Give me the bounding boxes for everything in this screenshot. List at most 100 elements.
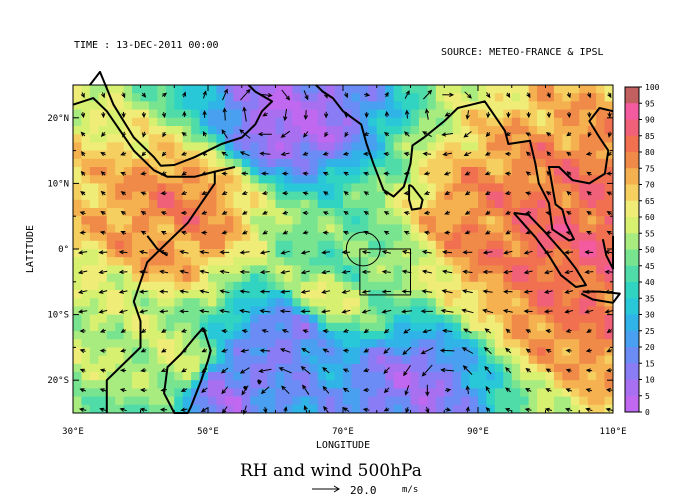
reference-arrow-shaft <box>312 485 340 493</box>
rh-cell <box>562 134 572 143</box>
rh-cell <box>317 191 327 201</box>
rh-cell <box>241 101 251 110</box>
rh-cell <box>165 298 175 307</box>
rh-cell <box>393 355 403 365</box>
rh-cell <box>368 396 378 406</box>
rh-cell <box>520 167 530 176</box>
rh-cell <box>587 232 597 242</box>
rh-cell <box>511 224 521 233</box>
rh-cell <box>140 249 150 258</box>
rh-cell <box>81 404 91 414</box>
rh-cell <box>520 347 530 356</box>
rh-cell <box>520 208 530 217</box>
rh-cell <box>199 363 209 373</box>
rh-cell <box>410 290 420 299</box>
rh-cell <box>275 126 285 135</box>
rh-cell <box>478 158 487 168</box>
rh-cell <box>275 273 285 283</box>
rh-cell <box>452 126 462 135</box>
rh-cell <box>418 175 428 184</box>
wind-arrow <box>342 368 350 373</box>
rh-cell <box>385 265 395 274</box>
rh-cell <box>334 134 344 143</box>
rh-cell <box>98 191 108 201</box>
rh-cell <box>300 134 310 143</box>
wind-arrow <box>221 171 228 176</box>
wind-arrow <box>199 289 210 294</box>
colorbar-swatch <box>625 184 639 202</box>
rh-cell <box>537 199 546 209</box>
rh-cell <box>410 134 420 143</box>
rh-cell <box>343 314 352 324</box>
rh-cell <box>385 355 395 365</box>
rh-cell <box>444 380 454 389</box>
rh-cell <box>343 257 352 266</box>
rh-cell <box>216 331 226 340</box>
rh-cell <box>376 150 386 160</box>
rh-cell <box>486 265 496 274</box>
rh-cell <box>317 232 327 242</box>
rh-cell <box>174 216 184 225</box>
rh-cell <box>157 372 167 381</box>
rh-cell <box>292 85 302 94</box>
rh-cell <box>275 322 285 332</box>
rh-cell <box>81 134 91 143</box>
rh-cell <box>343 265 352 274</box>
rh-cell <box>410 281 420 291</box>
coastline <box>513 211 587 288</box>
rh-cell <box>317 158 327 168</box>
rh-cell <box>385 232 395 242</box>
rh-cell <box>89 183 99 192</box>
wind-arrow <box>300 270 310 275</box>
rh-cell <box>300 232 310 242</box>
rh-cell <box>596 142 605 151</box>
wind-arrow <box>361 289 371 294</box>
rh-cell <box>351 101 361 110</box>
rh-cell <box>579 158 589 168</box>
rh-cell <box>73 224 82 233</box>
rh-cell <box>275 167 285 176</box>
rh-cell <box>503 331 513 340</box>
wind-arrow <box>565 230 572 235</box>
rh-cell <box>292 273 302 283</box>
wind-arrow <box>281 191 289 196</box>
rh-cell <box>258 298 268 307</box>
rh-cell <box>494 199 504 209</box>
rh-cell <box>191 257 200 266</box>
rh-cell <box>140 126 150 135</box>
rh-cell <box>528 208 538 217</box>
rh-cell <box>199 355 209 365</box>
rh-cell <box>81 331 91 340</box>
rh-cell <box>241 363 251 373</box>
rh-cell <box>73 150 82 160</box>
rh-cell <box>494 191 504 201</box>
rh-cell <box>73 142 82 151</box>
rh-cell <box>216 290 226 299</box>
rh-cell <box>148 109 158 119</box>
wind-arrow <box>485 131 491 137</box>
rh-cell <box>368 314 378 324</box>
rh-cell <box>216 232 226 242</box>
rh-cell <box>427 331 437 340</box>
rh-cell <box>469 208 479 217</box>
rh-cell <box>132 265 141 274</box>
rh-cell <box>402 372 411 381</box>
rh-cell <box>275 306 285 315</box>
wind-arrow <box>420 347 434 355</box>
rh-cell <box>165 290 175 299</box>
rh-cell <box>241 183 251 192</box>
rh-cell <box>410 85 420 94</box>
rh-cell <box>157 142 167 151</box>
rh-cell <box>452 355 462 365</box>
rh-cell <box>469 126 479 135</box>
rh-cell <box>596 158 605 168</box>
rh-cell <box>376 240 386 250</box>
rh-cell <box>140 117 150 127</box>
rh-cell <box>208 363 217 373</box>
rh-cell <box>596 85 605 94</box>
rh-cell <box>427 273 437 283</box>
wind-arrow <box>544 407 553 412</box>
rh-cell <box>461 199 470 209</box>
wind-arrow <box>202 131 207 137</box>
rh-cell <box>528 232 538 242</box>
